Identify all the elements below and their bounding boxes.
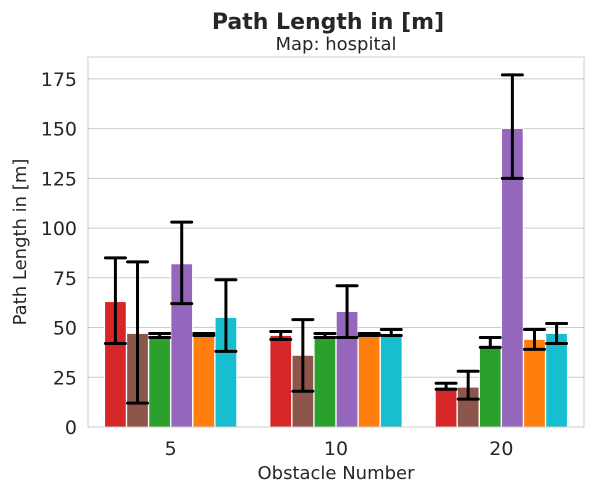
x-axis-ticks: 5 10 20 [165, 438, 514, 460]
y-tick-label: 125 [41, 168, 77, 190]
y-tick-label: 150 [41, 119, 77, 141]
y-tick-label: 75 [53, 268, 77, 290]
bar [357, 335, 381, 428]
y-axis-label: Path Length in [m] [10, 159, 31, 326]
bar [479, 345, 502, 428]
y-axis-ticks: 0 25 50 75 100 125 150 175 [41, 69, 77, 439]
plot-frame [87, 56, 585, 428]
bar [545, 333, 568, 428]
x-tick-label: 20 [489, 438, 513, 460]
bar [192, 335, 215, 428]
y-tick-label: 50 [53, 318, 77, 340]
error-bars [103, 73, 569, 405]
y-tick-label: 175 [41, 69, 77, 91]
bar [313, 335, 337, 428]
bar [148, 335, 171, 428]
bar [434, 386, 458, 428]
bar [380, 333, 403, 428]
y-tick-label: 0 [65, 417, 77, 439]
bar [269, 335, 292, 428]
chart-title: Path Length in [m] [212, 10, 444, 35]
y-tick-label: 25 [53, 367, 77, 389]
y-tick-label: 100 [41, 218, 77, 240]
chart-subtitle: Map: hospital [275, 34, 396, 55]
x-tick-label: 5 [165, 438, 177, 460]
x-axis-label: Obstacle Number [257, 463, 415, 484]
bar [523, 339, 546, 428]
x-tick-label: 10 [324, 438, 348, 460]
